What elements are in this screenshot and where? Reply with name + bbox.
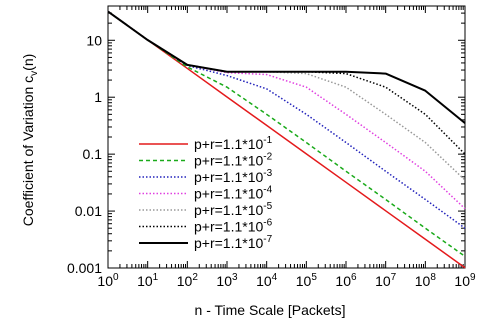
y-axis-ticks: 0.001 0.01 0.1 1 10 <box>67 5 465 276</box>
y-axis-label-main: Coefficient of Variation c <box>20 76 36 226</box>
y-tick-label: 1 <box>94 89 102 105</box>
x-tick-label: 103 <box>216 272 238 289</box>
x-axis-ticks: 100 101 102 103 104 105 106 107 108 109 <box>97 6 476 289</box>
x-tick-label: 109 <box>454 272 476 289</box>
legend-label-6: p+r=1.1*10-6 <box>194 218 273 235</box>
series-line-7 <box>107 10 466 124</box>
y-axis-label-suffix: (n) <box>20 54 36 71</box>
y-tick-label: 0.1 <box>83 146 103 162</box>
x-tick-label: 102 <box>177 272 199 289</box>
x-tick-label: 100 <box>97 272 119 289</box>
x-axis-label: n - Time Scale [Packets] <box>195 302 346 318</box>
series-line-3 <box>107 10 466 229</box>
series-layer <box>107 10 466 269</box>
x-tick-label: 107 <box>375 272 397 289</box>
legend-label-7: p+r=1.1*10-7 <box>194 234 273 251</box>
x-tick-label: 104 <box>256 272 278 289</box>
y-axis-label-subscript: v <box>29 71 40 76</box>
y-tick-label: 0.01 <box>75 203 102 219</box>
legend-label-3: p+r=1.1*10-3 <box>194 168 273 185</box>
x-tick-label: 108 <box>415 272 437 289</box>
legend-label-2: p+r=1.1*10-2 <box>194 152 273 169</box>
series-line-5 <box>107 10 466 181</box>
series-line-4 <box>107 10 466 210</box>
legend: p+r=1.1*10-1p+r=1.1*10-2p+r=1.1*10-3p+r=… <box>139 135 273 251</box>
y-tick-label: 10 <box>86 32 102 48</box>
legend-label-5: p+r=1.1*10-5 <box>194 201 273 218</box>
y-tick-label: 0.001 <box>67 260 102 276</box>
x-tick-label: 106 <box>335 272 357 289</box>
x-tick-label: 105 <box>296 272 318 289</box>
legend-label-4: p+r=1.1*10-4 <box>194 185 273 202</box>
y-axis-label: Coefficient of Variation cv(n) <box>20 54 40 227</box>
x-tick-label: 101 <box>137 272 159 289</box>
legend-label-1: p+r=1.1*10-1 <box>194 135 273 152</box>
